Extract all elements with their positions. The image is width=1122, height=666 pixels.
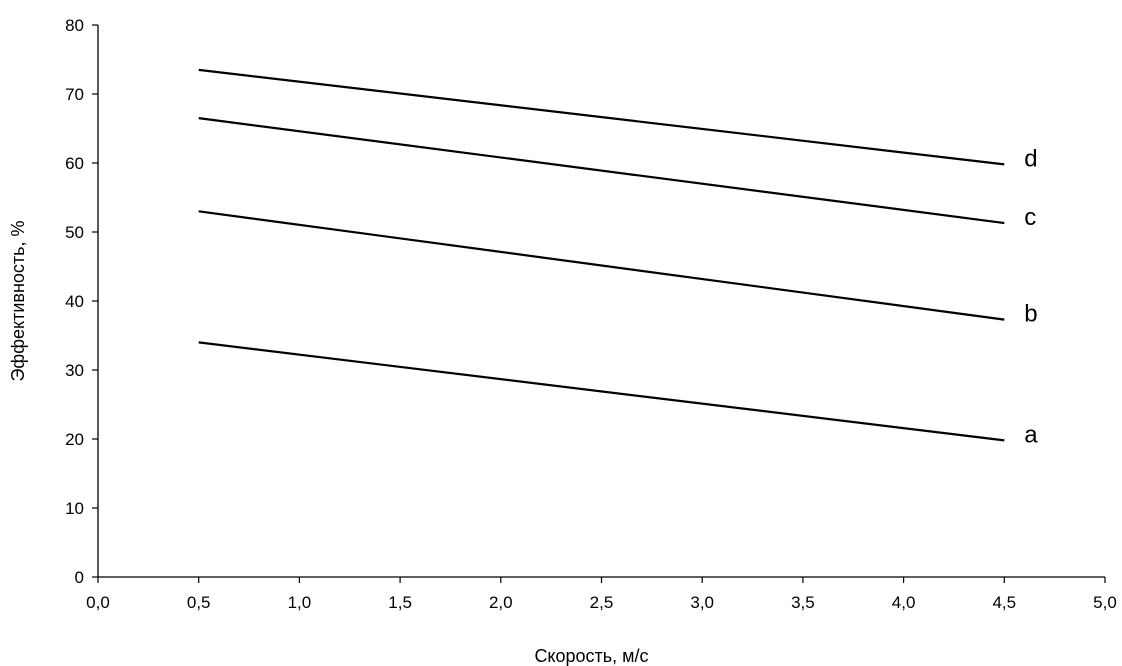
series-line-d [198,68,1005,166]
x-tick-label: 5,0 [1093,593,1117,612]
x-axis-title: Скорость, м/с [534,646,648,666]
y-tick-label: 0 [75,568,84,587]
series-line-b [198,210,1005,321]
y-tick-label: 10 [65,499,84,518]
x-tick-label: 2,0 [489,593,513,612]
series-label-a: a [1024,421,1038,448]
y-tick-label: 30 [65,361,84,380]
y-tick-label: 80 [65,16,84,35]
y-tick-label: 60 [65,154,84,173]
axis-ticks: 0,0 0,5 1,0 1,5 2,0 2,5 3,0 3,5 4,0 4,5 5,0 0 10 20 30… [65,16,1117,612]
x-tick-label: 4,0 [892,593,916,612]
series-labels: a b c d [1024,145,1038,448]
x-tick-label: 4,5 [992,593,1016,612]
series-lines [198,68,1005,442]
series-label-b: b [1024,301,1037,328]
x-tick-label: 1,0 [288,593,312,612]
y-tick-label: 70 [65,85,84,104]
x-tick-label: 2,5 [590,593,614,612]
series-line-a [198,341,1005,442]
y-tick-label: 50 [65,223,84,242]
y-tick-label: 40 [65,292,84,311]
series-line-c [198,117,1005,225]
series-label-d: d [1024,145,1037,172]
series-label-c: c [1024,204,1036,231]
x-tick-label: 0,5 [187,593,211,612]
y-axis-title: Эффективность, % [8,220,28,381]
x-tick-label: 0,0 [86,593,110,612]
x-tick-label: 3,5 [791,593,815,612]
x-tick-label: 3,0 [690,593,714,612]
y-tick-label: 20 [65,430,84,449]
x-tick-label: 1,5 [388,593,412,612]
axes [97,25,1105,578]
